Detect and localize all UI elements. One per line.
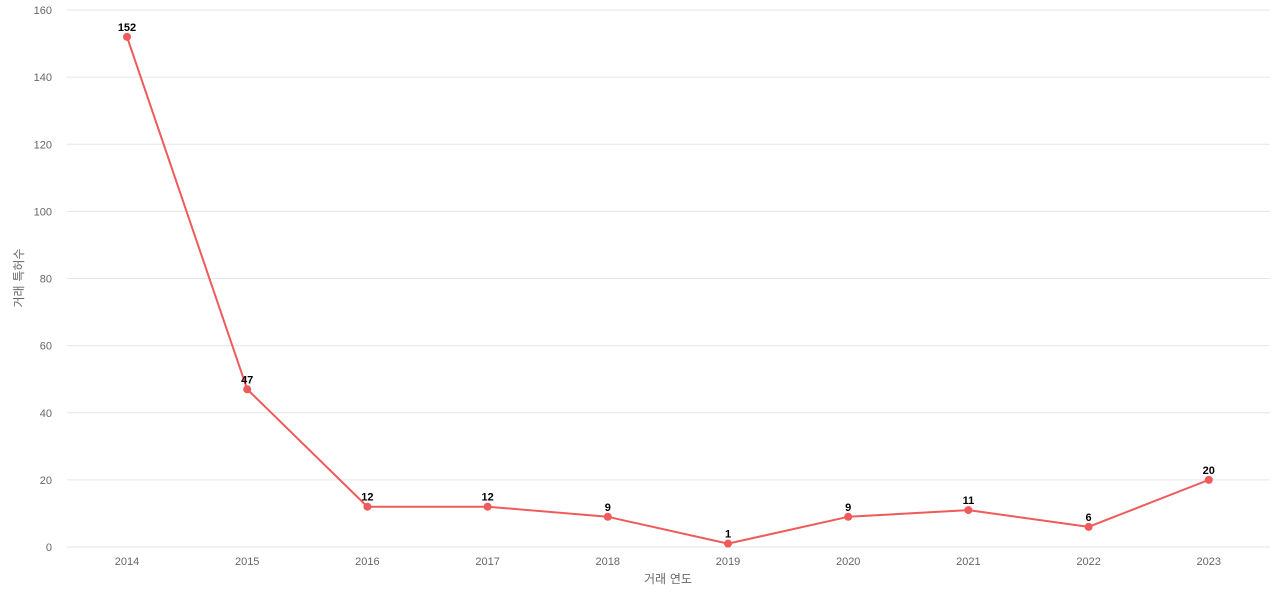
y-tick-label: 160 bbox=[34, 5, 52, 17]
data-label: 47 bbox=[241, 374, 253, 386]
y-axis-ticks: 0 20 40 60 80 100 120 140 160 bbox=[34, 5, 52, 554]
x-tick-label: 2019 bbox=[716, 556, 740, 568]
data-point bbox=[1204, 475, 1213, 484]
series-line bbox=[126, 35, 1210, 545]
data-label: 12 bbox=[361, 492, 373, 504]
data-point bbox=[243, 385, 252, 394]
x-tick-label: 2022 bbox=[1076, 556, 1100, 568]
data-label: 20 bbox=[1203, 465, 1215, 477]
data-label: 11 bbox=[963, 495, 975, 507]
x-tick-label: 2020 bbox=[836, 556, 860, 568]
x-tick-label: 2017 bbox=[475, 556, 499, 568]
data-labels: 152 47 12 12 9 1 9 11 6 20 bbox=[118, 22, 1215, 541]
y-tick-label: 100 bbox=[34, 206, 52, 218]
data-label: 6 bbox=[1086, 512, 1092, 524]
data-point bbox=[363, 502, 372, 511]
data-point bbox=[964, 506, 973, 515]
y-tick-label: 20 bbox=[40, 475, 52, 487]
data-point bbox=[844, 512, 853, 521]
x-axis-title: 거래 연도 bbox=[644, 572, 692, 586]
x-axis-ticks: 2014 2015 2016 2017 2018 2019 2020 2021 2022 2023 bbox=[115, 556, 1221, 568]
y-axis-title: 거래 특허수 bbox=[12, 248, 26, 307]
data-point bbox=[483, 502, 492, 511]
y-tick-label: 140 bbox=[34, 72, 52, 84]
y-tick-label: 60 bbox=[40, 341, 52, 353]
series-layer bbox=[123, 32, 1213, 548]
x-tick-label: 2015 bbox=[235, 556, 259, 568]
data-point bbox=[724, 539, 732, 548]
y-tick-label: 80 bbox=[40, 274, 52, 286]
gridlines bbox=[67, 9, 1270, 548]
data-point bbox=[123, 32, 131, 41]
data-label: 9 bbox=[845, 502, 851, 514]
data-label: 12 bbox=[481, 492, 493, 504]
x-tick-label: 2023 bbox=[1197, 556, 1221, 568]
data-label: 9 bbox=[605, 502, 611, 514]
data-point bbox=[603, 512, 612, 521]
x-tick-label: 2016 bbox=[355, 556, 379, 568]
data-label: 152 bbox=[118, 22, 136, 34]
data-label: 1 bbox=[725, 529, 731, 541]
x-tick-label: 2018 bbox=[596, 556, 620, 568]
y-tick-label: 40 bbox=[40, 408, 52, 420]
x-tick-label: 2021 bbox=[956, 556, 980, 568]
x-tick-label: 2014 bbox=[115, 556, 139, 568]
y-tick-label: 120 bbox=[34, 139, 52, 151]
y-tick-label: 0 bbox=[46, 542, 52, 554]
data-point bbox=[1084, 522, 1093, 531]
